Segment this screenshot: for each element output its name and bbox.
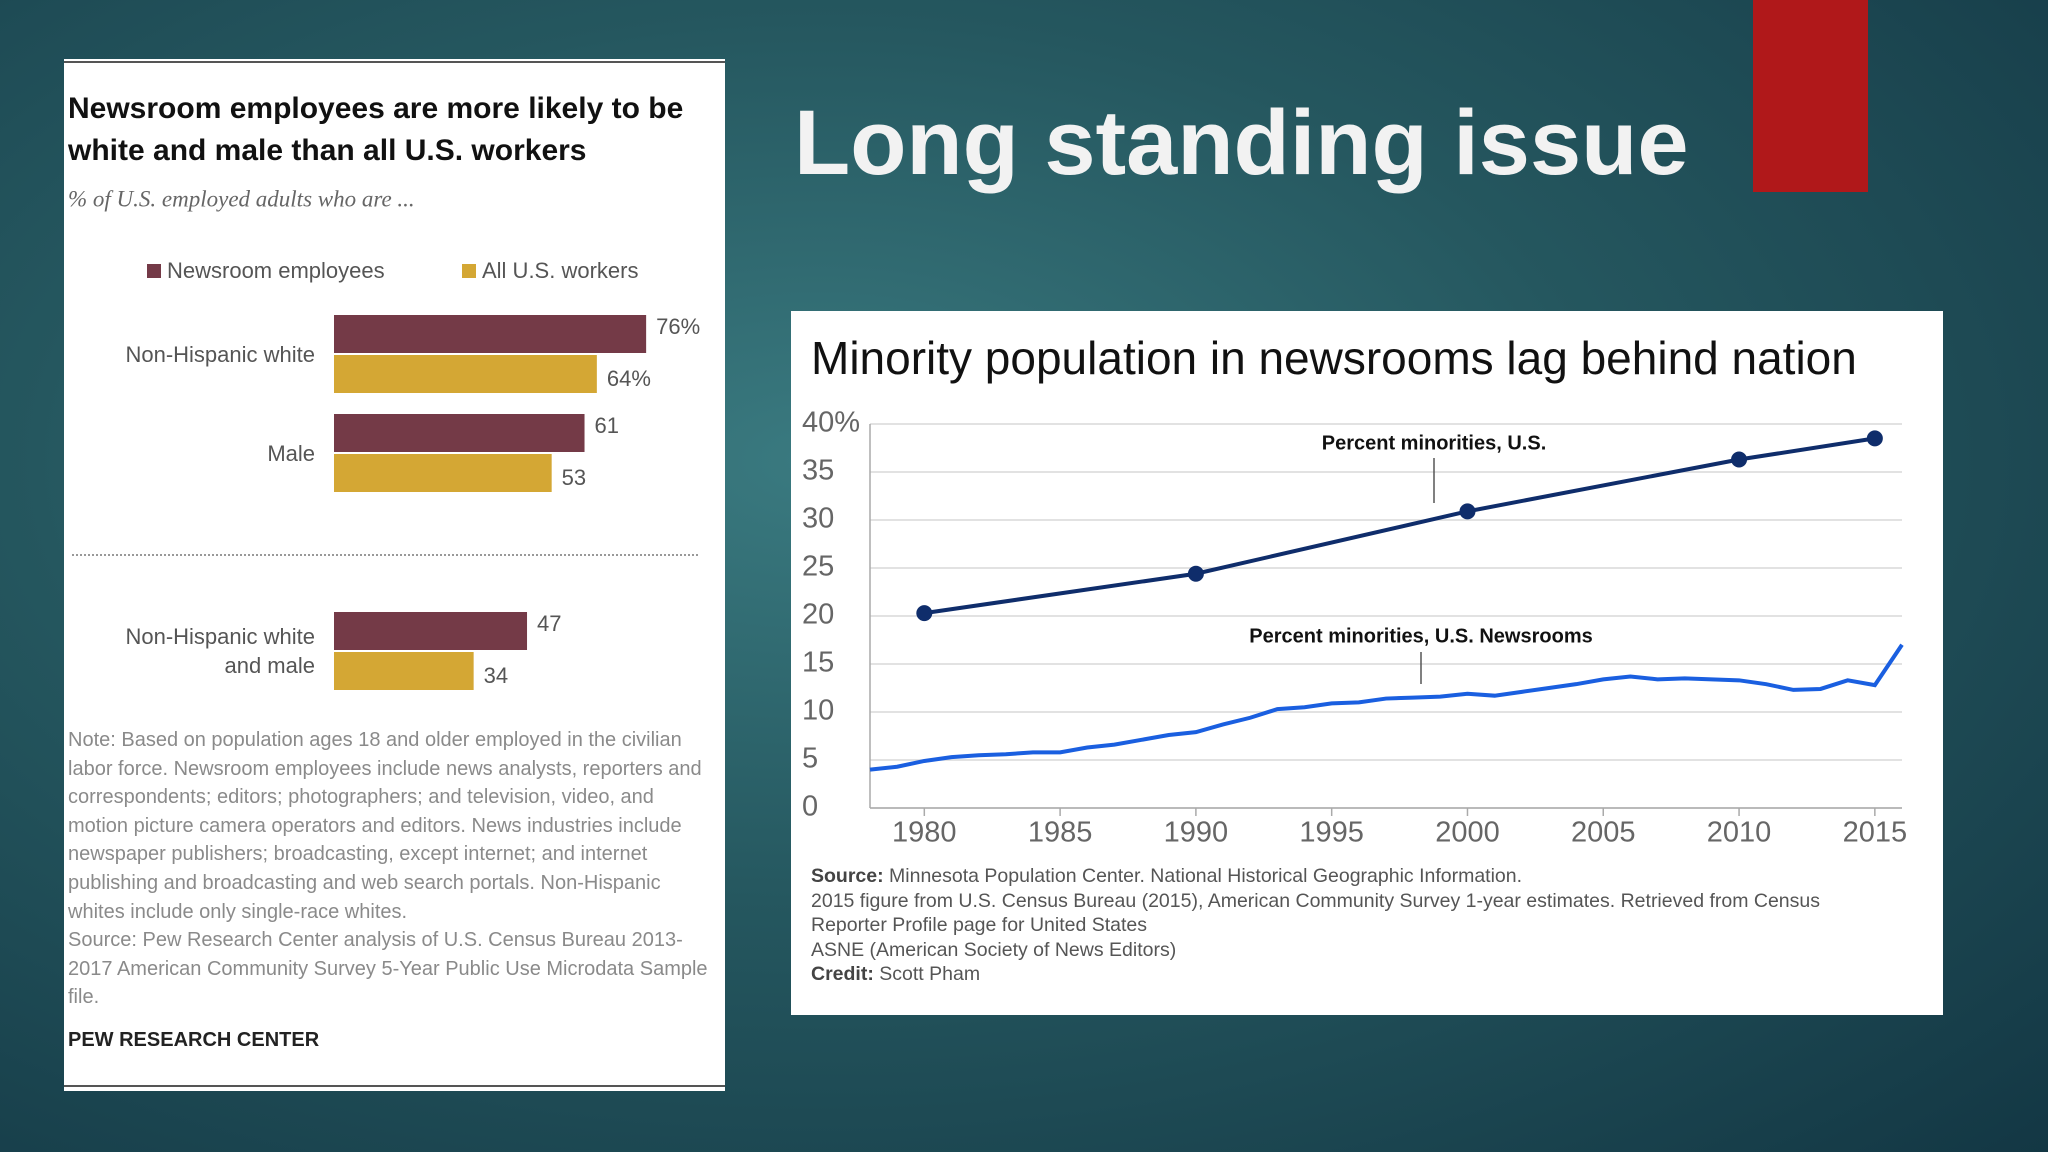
x-tick-label: 1995 bbox=[1299, 817, 1364, 849]
value-label: 34 bbox=[484, 663, 508, 688]
left-card bbox=[64, 59, 725, 1091]
series-annotation: Percent minorities, U.S. Newsrooms bbox=[1249, 625, 1592, 647]
x-tick-label: 2000 bbox=[1435, 817, 1500, 849]
y-tick-label: 10 bbox=[802, 695, 834, 727]
note-block: Note: Based on population ages 18 and ol… bbox=[68, 726, 718, 1055]
y-tick-label: 35 bbox=[802, 455, 834, 487]
x-tick-label: 2005 bbox=[1571, 817, 1636, 849]
bar bbox=[334, 454, 552, 492]
value-label: 64% bbox=[607, 366, 651, 391]
category-label: Non-Hispanic white bbox=[125, 341, 315, 367]
y-tick-label: 0 bbox=[802, 791, 818, 823]
x-tick-label: 2015 bbox=[1843, 817, 1908, 849]
note: Note: Based on population ages 18 and ol… bbox=[68, 729, 702, 923]
source-label: Source: bbox=[811, 865, 884, 887]
source: Source: Pew Research Center analysis of … bbox=[68, 929, 708, 1009]
x-tick-label: 1980 bbox=[892, 817, 957, 849]
value-label: 53 bbox=[562, 465, 586, 490]
source-line: ASNE (American Society of News Editors) bbox=[811, 938, 1177, 961]
legend-label: All U.S. workers bbox=[482, 258, 638, 283]
bar bbox=[334, 315, 647, 353]
footer: PEW RESEARCH CENTER bbox=[68, 1028, 320, 1051]
value-label: 47 bbox=[537, 611, 561, 636]
x-tick-label: 1990 bbox=[1164, 817, 1229, 849]
series-line bbox=[869, 643, 1904, 772]
y-tick-label: 25 bbox=[802, 551, 834, 583]
y-tick-label: 15 bbox=[802, 647, 834, 679]
y-tick-label: 30 bbox=[802, 503, 834, 535]
chart-title: Newsroom employees are more likely to be… bbox=[68, 92, 684, 167]
x-tick-label: 2010 bbox=[1707, 817, 1772, 849]
legend-swatch bbox=[147, 264, 161, 278]
bar bbox=[334, 652, 474, 690]
credit-label: Credit: bbox=[811, 963, 874, 985]
source-line: Minnesota Population Center. National Hi… bbox=[889, 865, 1523, 887]
right-card bbox=[791, 311, 1943, 1015]
category-label: Non-Hispanic white and male bbox=[125, 624, 315, 678]
value-label: 61 bbox=[595, 413, 619, 438]
line-source: Source: Minnesota Population Center. Nat… bbox=[811, 864, 1901, 987]
series-marker bbox=[1187, 565, 1204, 582]
chart-title: Minority population in newsrooms lag beh… bbox=[811, 332, 1857, 384]
y-tick-label: 20 bbox=[802, 599, 834, 631]
y-tick-label: 40% bbox=[802, 407, 860, 439]
credit: Scott Pham bbox=[879, 963, 981, 985]
series-annotation: Percent minorities, U.S. bbox=[1322, 432, 1547, 454]
bar bbox=[334, 355, 597, 393]
slide-title: Long standing issue bbox=[794, 92, 1688, 194]
accent-block bbox=[1753, 0, 1868, 192]
value-label: 76% bbox=[656, 314, 700, 339]
series-marker bbox=[916, 605, 933, 622]
series-marker bbox=[1731, 451, 1748, 468]
legend-swatch bbox=[462, 264, 476, 278]
x-tick-label: 1985 bbox=[1028, 817, 1093, 849]
chart-subtitle: % of U.S. employed adults who are ... bbox=[68, 186, 415, 211]
source-line: 2015 figure from U.S. Census Bureau (201… bbox=[811, 889, 1821, 937]
category-label: Male bbox=[267, 440, 315, 466]
legend-label: Newsroom employees bbox=[167, 258, 385, 283]
y-tick-label: 5 bbox=[802, 743, 818, 775]
series-marker bbox=[1459, 503, 1476, 520]
bar bbox=[334, 414, 585, 452]
series-marker bbox=[1866, 430, 1883, 447]
bar bbox=[334, 612, 528, 650]
